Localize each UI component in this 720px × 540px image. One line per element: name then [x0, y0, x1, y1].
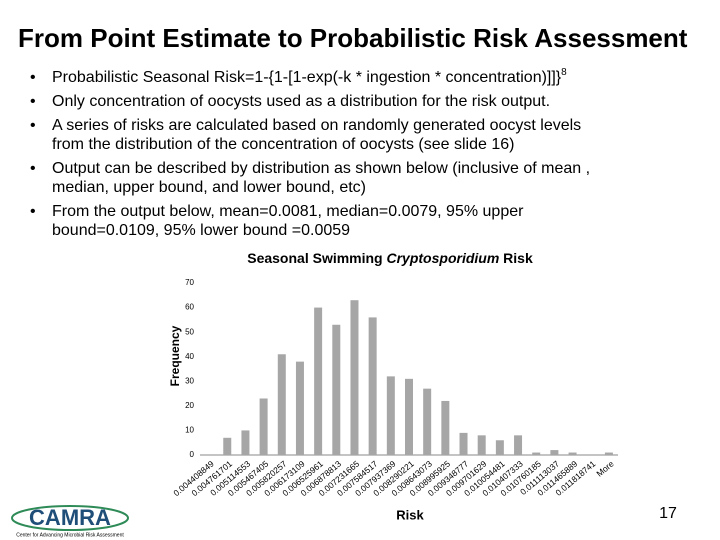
bar [386, 376, 395, 455]
bar [332, 324, 341, 455]
bullet-text: Output can be described by distribution … [52, 160, 590, 177]
superscript: 8 [561, 67, 567, 78]
bullet-text: Only concentration of oocysts used as a … [52, 93, 550, 110]
bar [459, 432, 468, 455]
bar [314, 307, 323, 455]
y-tick-label: 20 [185, 401, 194, 410]
bullet-text: From the output below, mean=0.0081, medi… [52, 203, 524, 220]
logo-caption: Center for Advancing Microbial Risk Asse… [16, 532, 124, 538]
x-tick-label: More [594, 458, 615, 478]
y-tick-label: 50 [185, 327, 194, 336]
chart-title-part: Seasonal Swimming [247, 250, 386, 266]
bullet-marker: • [30, 117, 36, 134]
logo-text: CAMRA [29, 505, 111, 530]
bullet-marker: • [30, 160, 36, 177]
chart-title-part: Cryptosporidium [387, 250, 500, 266]
bar [295, 361, 304, 455]
bar [368, 317, 377, 455]
slide-title: From Point Estimate to Probabilistic Ris… [18, 23, 688, 53]
bar [514, 435, 523, 455]
y-tick-label: 40 [185, 352, 194, 361]
y-tick-label: 60 [185, 303, 194, 312]
bar [350, 300, 359, 455]
bullet-list: • Probabilistic Seasonal Risk=1-{1-[1-exp… [30, 67, 590, 240]
y-tick-label: 70 [185, 278, 194, 287]
bullet-marker: • [30, 93, 36, 110]
x-axis-label: Risk [396, 507, 424, 522]
bullet-marker: • [30, 203, 36, 220]
bullet-text: bound=0.0109, 95% lower bound =0.0059 [52, 222, 350, 239]
bar [477, 435, 486, 455]
y-tick-label: 30 [185, 376, 194, 385]
chart-title: Seasonal Swimming Cryptosporidium Risk [247, 250, 533, 266]
bar [259, 398, 268, 455]
y-tick-label: 10 [185, 426, 194, 435]
bar [223, 437, 232, 455]
bar [423, 388, 432, 455]
bullet-text: A series of risks are calculated based o… [52, 117, 581, 134]
bullet-text: from the distribution of the concentrati… [52, 136, 514, 153]
logo-ring [11, 505, 129, 531]
bullet-text: median, upper bound, and lower bound, et… [52, 179, 366, 196]
y-tick-label: 0 [190, 450, 195, 459]
bullet-text: Probabilistic Seasonal Risk=1-{1-[1-exp(… [52, 67, 567, 87]
bar [550, 450, 559, 455]
bar [405, 378, 413, 455]
bullet-marker: • [30, 69, 36, 86]
bar [532, 452, 541, 455]
bar [568, 452, 577, 455]
bar [441, 400, 450, 455]
chart-title-part: Risk [499, 250, 533, 266]
bar [241, 430, 250, 455]
bar [495, 440, 504, 455]
y-axis-label: Frequency [168, 325, 182, 386]
logo: CAMRA Center for Advancing Microbial Ris… [11, 505, 129, 538]
page-number: 17 [659, 505, 677, 522]
bar [277, 354, 286, 455]
bar [604, 452, 613, 455]
